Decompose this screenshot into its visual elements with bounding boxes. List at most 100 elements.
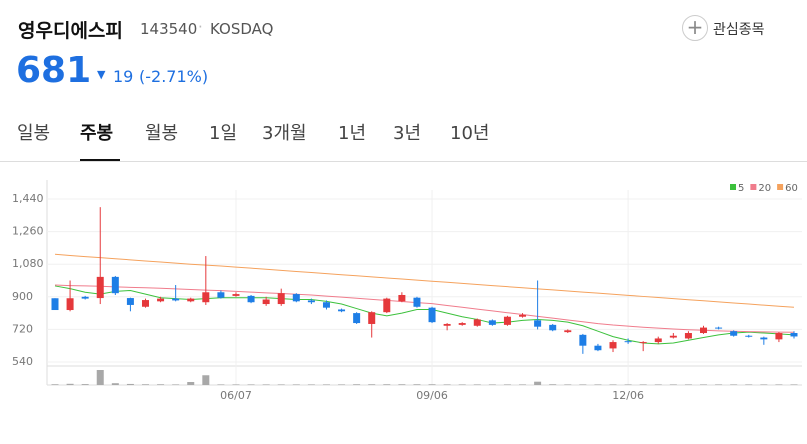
candle-body — [700, 327, 708, 334]
volume-bar — [353, 384, 361, 385]
legend-label: 60 — [785, 183, 798, 194]
x-tick-label: 09/06 — [416, 389, 448, 402]
volume-bar — [383, 384, 391, 385]
tab[interactable]: 10년 — [450, 123, 490, 144]
tab-underline — [80, 159, 120, 162]
candle-body — [639, 342, 647, 344]
volume-bar — [458, 384, 466, 385]
volume-bar — [247, 384, 255, 385]
volume-bar — [684, 384, 692, 385]
moving-average — [54, 284, 795, 333]
candle-body — [549, 324, 557, 331]
candle-body — [654, 338, 662, 343]
price-change: 19 — [113, 67, 134, 86]
volume-bar — [654, 384, 662, 385]
y-tick-label: 1,080 — [12, 257, 44, 270]
y-tick-label: 540 — [12, 355, 33, 368]
separator: · — [198, 18, 203, 36]
candle-body — [353, 313, 361, 324]
current-price: 681 — [16, 50, 92, 91]
volume-bar — [503, 384, 511, 385]
candle-body — [458, 323, 466, 325]
volume-bar — [292, 384, 300, 385]
candle-body — [307, 300, 315, 303]
volume-bar — [307, 384, 315, 385]
volume-bar — [760, 384, 768, 385]
tab[interactable]: 일봉 — [17, 123, 51, 144]
volume-bar — [639, 384, 647, 385]
tab[interactable]: 1일 — [209, 123, 238, 144]
legend-label: 20 — [758, 183, 771, 194]
volume-bar — [338, 384, 346, 385]
volume-bar — [66, 383, 74, 385]
candle-body — [790, 333, 798, 337]
candle-body — [669, 335, 677, 338]
volume-bar — [262, 384, 270, 385]
volume-bar — [594, 384, 602, 385]
candle-body — [730, 331, 738, 336]
volume-bar — [488, 384, 496, 385]
candle-body — [760, 337, 768, 340]
volume-bar — [715, 384, 723, 385]
legend-swatch — [730, 184, 736, 190]
watch-icon[interactable]: + — [682, 15, 708, 41]
candle-body — [745, 335, 753, 337]
volume-bar — [368, 384, 376, 385]
volume-bar — [202, 375, 210, 385]
tab[interactable]: 3년 — [393, 123, 422, 144]
candle-body — [262, 299, 270, 305]
candle-body — [594, 345, 602, 351]
candle-body — [66, 298, 74, 311]
price-change-pct: (-2.71%) — [139, 67, 209, 86]
volume-bar — [775, 384, 783, 385]
stock-code: 143540 — [140, 20, 198, 38]
volume-bar — [172, 384, 180, 385]
tab[interactable]: 월봉 — [145, 123, 179, 144]
candle-body — [172, 298, 180, 301]
candle-body — [684, 333, 692, 339]
volume-bar — [81, 384, 89, 385]
x-tick-label: 06/07 — [220, 389, 252, 402]
down-arrow: ▼ — [97, 68, 106, 81]
candle-body — [443, 323, 451, 326]
market: KOSDAQ — [210, 20, 274, 38]
candle-body — [141, 300, 149, 307]
candle-body — [775, 333, 783, 340]
volume-bar — [473, 384, 481, 385]
candle-body — [428, 307, 436, 323]
volume-bar — [141, 384, 149, 385]
x-tick-label: 12/06 — [612, 389, 644, 402]
candle-body — [217, 292, 225, 298]
candle-body — [111, 276, 119, 294]
tab[interactable]: 주봉 — [80, 123, 114, 144]
volume-bar — [187, 382, 195, 385]
stock-name: 영우디에스피 — [18, 20, 123, 42]
candle-body — [126, 298, 134, 305]
volume-bar — [564, 384, 572, 385]
legend-swatch — [777, 184, 784, 190]
candle-body — [413, 297, 421, 307]
candle-body — [503, 316, 511, 325]
candle-body — [277, 293, 285, 305]
candle-body — [292, 294, 300, 302]
candle-body — [473, 319, 481, 326]
candle-body — [609, 342, 617, 349]
candle-body — [368, 312, 376, 324]
candle-body — [51, 298, 59, 311]
candle-body — [232, 294, 240, 296]
volume-bar — [700, 384, 708, 385]
tab[interactable]: 3개월 — [262, 123, 307, 144]
candle-body — [247, 295, 255, 303]
legend-label: 5 — [738, 183, 744, 194]
volume-bar — [579, 384, 587, 385]
watch-button[interactable]: 관심종목 — [713, 22, 765, 38]
volume-bar — [322, 384, 330, 385]
candle-body — [488, 320, 496, 325]
volume-bar — [398, 384, 406, 385]
volume-bar — [624, 384, 632, 385]
moving-average — [54, 285, 795, 345]
volume-bar — [217, 384, 225, 385]
tab[interactable]: 1년 — [338, 123, 367, 144]
